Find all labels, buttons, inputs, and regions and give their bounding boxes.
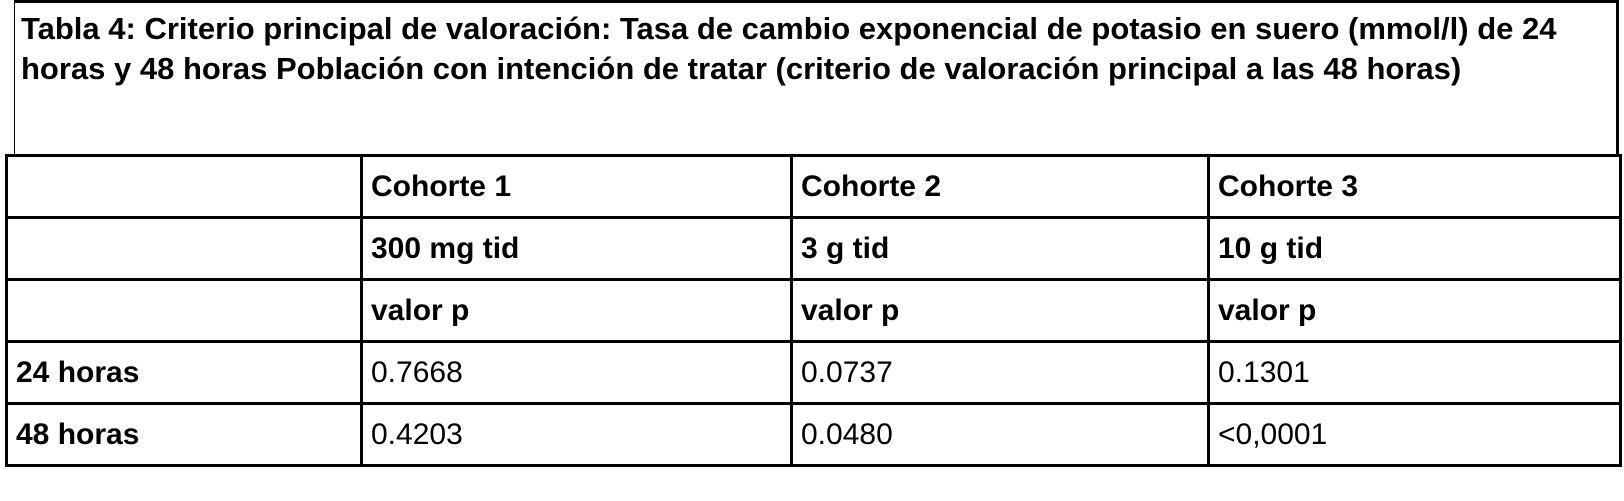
p-value-cell: 0.4203: [362, 404, 792, 466]
header-row: valor pvalor pvalor p: [7, 280, 1621, 342]
table-row: 24 horas0.76680.07370.1301: [7, 342, 1621, 404]
header-row: 300 mg tid3 g tid10 g tid: [7, 218, 1621, 280]
header-cell: 300 mg tid: [362, 218, 792, 280]
header-cell: [7, 280, 362, 342]
header-cell: valor p: [792, 280, 1209, 342]
row-label: 48 horas: [7, 404, 362, 466]
p-value-cell: <0,0001: [1209, 404, 1621, 466]
header-cell: Cohorte 2: [792, 156, 1209, 218]
header-cell: Cohorte 3: [1209, 156, 1621, 218]
p-value-cell: 0.7668: [362, 342, 792, 404]
header-cell: Cohorte 1: [362, 156, 792, 218]
table-title: Tabla 4: Criterio principal de valoració…: [21, 9, 1581, 89]
results-table: Cohorte 1Cohorte 2Cohorte 3300 mg tid3 g…: [5, 154, 1622, 467]
p-value-cell: 0.0737: [792, 342, 1209, 404]
p-value-cell: 0.1301: [1209, 342, 1621, 404]
table-title-box: Tabla 4: Criterio principal de valoració…: [14, 0, 1619, 156]
row-label: 24 horas: [7, 342, 362, 404]
header-row: Cohorte 1Cohorte 2Cohorte 3: [7, 156, 1621, 218]
header-cell: 3 g tid: [792, 218, 1209, 280]
header-cell: valor p: [1209, 280, 1621, 342]
table-row: 48 horas0.42030.0480<0,0001: [7, 404, 1621, 466]
p-value-cell: 0.0480: [792, 404, 1209, 466]
header-cell: [7, 218, 362, 280]
header-cell: valor p: [362, 280, 792, 342]
header-cell: 10 g tid: [1209, 218, 1621, 280]
header-cell: [7, 156, 362, 218]
